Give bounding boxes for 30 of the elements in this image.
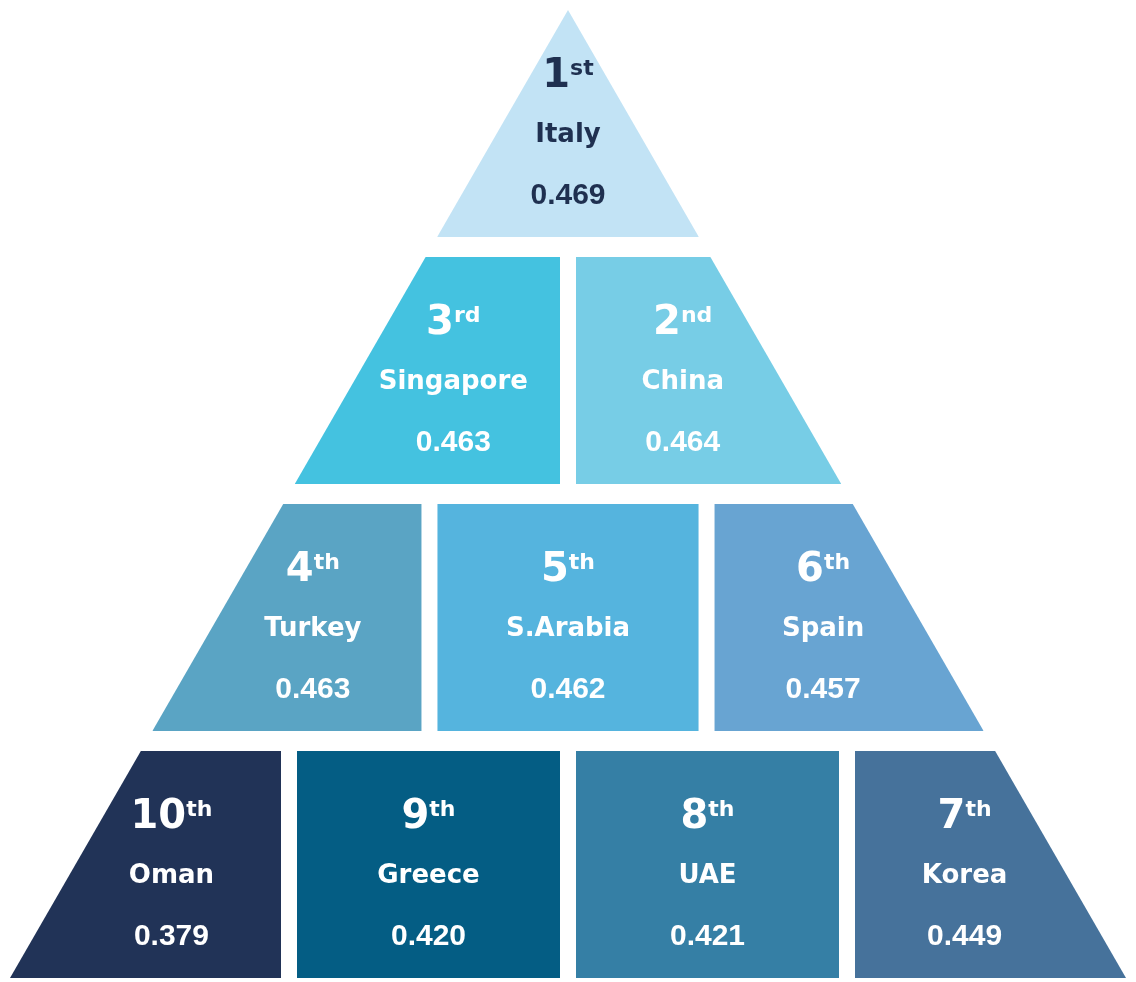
category-label: UAE [678,859,737,889]
category-label: China [641,365,724,395]
data-label: 0.379 [133,918,209,951]
text: 3$^{rd}$ [426,297,481,343]
text: 4$^{th}$ [285,544,340,590]
category-label: Italy [535,118,601,148]
text: 8$^{th}$ [680,791,735,837]
data-label: 0.449 [927,918,1003,951]
category-label: Oman [128,859,215,889]
category-label: S.Arabia [505,612,631,642]
data-label: 0.457 [785,671,861,704]
text: 9$^{th}$ [401,791,456,837]
category-label: Singapore [378,365,528,395]
text: 2$^{nd}$ [653,297,713,343]
category-label: Greece [377,859,480,889]
data-label: 0.463 [275,671,351,704]
category-label: Korea [921,859,1008,889]
data-label: 0.462 [530,671,606,704]
data-label: 0.463 [415,424,491,457]
data-label: 0.464 [645,424,721,457]
category-label: Spain [781,612,865,642]
text: 5$^{th}$ [540,544,596,590]
text: 1$^{st}$ [542,50,595,96]
data-label: 0.420 [390,918,467,951]
data-label: 0.469 [530,177,606,210]
text: 6$^{th}$ [796,544,851,590]
data-label: 0.421 [669,918,746,951]
text: 7$^{th}$ [937,791,992,837]
text: 10$^{th}$ [130,791,213,837]
category-label: Turkey [264,612,362,642]
